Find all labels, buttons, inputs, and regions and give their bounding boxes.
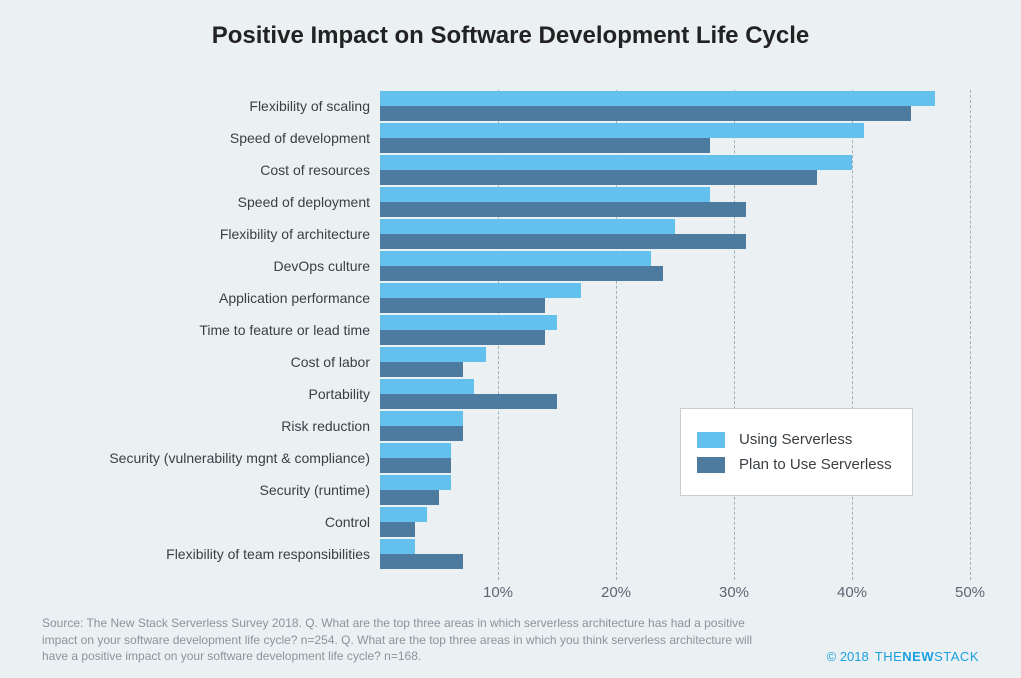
category-row: Cost of resources bbox=[380, 154, 970, 186]
category-row: Time to feature or lead time bbox=[380, 314, 970, 346]
category-row: Flexibility of architecture bbox=[380, 218, 970, 250]
bar-using bbox=[380, 443, 451, 458]
x-tick-label: 20% bbox=[601, 584, 631, 601]
bar-using bbox=[380, 155, 852, 170]
plot-area: 10%20%30%40%50%Flexibility of scalingSpe… bbox=[380, 90, 970, 580]
credit-brand: THENEWSTACK bbox=[875, 649, 979, 664]
bar-using bbox=[380, 91, 935, 106]
credit-brand-part: STACK bbox=[934, 649, 979, 664]
category-label: DevOps culture bbox=[274, 258, 370, 274]
bar-plan bbox=[380, 202, 746, 217]
category-label: Flexibility of architecture bbox=[220, 226, 370, 242]
bar-plan bbox=[380, 106, 911, 121]
x-tick-label: 30% bbox=[719, 584, 749, 601]
category-row: Flexibility of team responsibilities bbox=[380, 538, 970, 570]
bar-using bbox=[380, 539, 415, 554]
legend: Using Serverless Plan to Use Serverless bbox=[680, 408, 913, 496]
bar-plan bbox=[380, 138, 710, 153]
category-label: Speed of development bbox=[230, 130, 370, 146]
bar-plan bbox=[380, 234, 746, 249]
bar-using bbox=[380, 251, 651, 266]
category-label: Speed of deployment bbox=[238, 194, 370, 210]
bar-plan bbox=[380, 394, 557, 409]
category-label: Cost of resources bbox=[260, 162, 370, 178]
category-label: Security (vulnerability mgnt & complianc… bbox=[109, 450, 370, 466]
legend-label: Using Serverless bbox=[739, 431, 852, 448]
bar-plan bbox=[380, 362, 463, 377]
category-label: Flexibility of scaling bbox=[249, 98, 370, 114]
bar-using bbox=[380, 219, 675, 234]
credit-brand-part: THE bbox=[875, 649, 903, 664]
bar-using bbox=[380, 283, 581, 298]
category-label: Risk reduction bbox=[281, 418, 370, 434]
x-tick-label: 50% bbox=[955, 584, 985, 601]
bar-using bbox=[380, 507, 427, 522]
bar-using bbox=[380, 123, 864, 138]
category-row: Cost of labor bbox=[380, 346, 970, 378]
category-label: Cost of labor bbox=[291, 354, 370, 370]
chart-area: 10%20%30%40%50%Flexibility of scalingSpe… bbox=[380, 90, 970, 580]
credit-year: © 2018 bbox=[827, 649, 869, 664]
chart-title: Positive Impact on Software Development … bbox=[0, 0, 1021, 50]
x-tick-label: 10% bbox=[483, 584, 513, 601]
category-label: Time to feature or lead time bbox=[199, 322, 370, 338]
bar-plan bbox=[380, 266, 663, 281]
legend-label: Plan to Use Serverless bbox=[739, 456, 892, 473]
bar-using bbox=[380, 475, 451, 490]
category-row: Application performance bbox=[380, 282, 970, 314]
bar-plan bbox=[380, 522, 415, 537]
bar-plan bbox=[380, 426, 463, 441]
legend-item: Using Serverless bbox=[697, 431, 892, 448]
bar-plan bbox=[380, 330, 545, 345]
bar-using bbox=[380, 347, 486, 362]
category-label: Flexibility of team responsibilities bbox=[166, 546, 370, 562]
category-row: Speed of development bbox=[380, 122, 970, 154]
category-label: Control bbox=[325, 514, 370, 530]
legend-swatch bbox=[697, 457, 725, 473]
bar-plan bbox=[380, 298, 545, 313]
category-label: Application performance bbox=[219, 290, 370, 306]
bar-using bbox=[380, 315, 557, 330]
bar-using bbox=[380, 379, 474, 394]
bar-using bbox=[380, 187, 710, 202]
legend-swatch bbox=[697, 432, 725, 448]
category-row: Control bbox=[380, 506, 970, 538]
category-label: Portability bbox=[309, 386, 370, 402]
bar-using bbox=[380, 411, 463, 426]
gridline bbox=[970, 90, 971, 580]
footer: Source: The New Stack Serverless Survey … bbox=[42, 615, 979, 664]
legend-item: Plan to Use Serverless bbox=[697, 456, 892, 473]
category-row: DevOps culture bbox=[380, 250, 970, 282]
x-tick-label: 40% bbox=[837, 584, 867, 601]
bar-plan bbox=[380, 458, 451, 473]
category-row: Flexibility of scaling bbox=[380, 90, 970, 122]
category-row: Speed of deployment bbox=[380, 186, 970, 218]
credit-brand-part: NEW bbox=[902, 649, 934, 664]
bar-plan bbox=[380, 490, 439, 505]
bar-plan bbox=[380, 554, 463, 569]
bar-plan bbox=[380, 170, 817, 185]
source-text: Source: The New Stack Serverless Survey … bbox=[42, 615, 762, 664]
category-label: Security (runtime) bbox=[260, 482, 370, 498]
credit: © 2018 THENEWSTACK bbox=[827, 649, 979, 664]
category-row: Portability bbox=[380, 378, 970, 410]
